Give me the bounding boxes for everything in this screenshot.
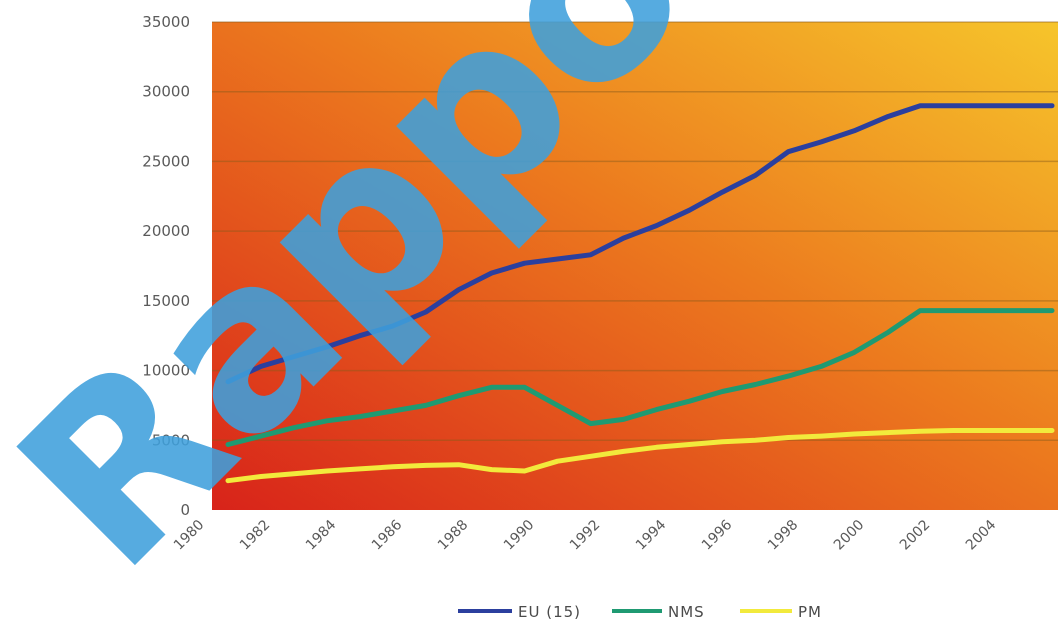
- x-tick-label: 1984: [303, 517, 340, 554]
- x-tick-label: 1986: [369, 517, 406, 554]
- plot-area: [212, 22, 1058, 510]
- y-tick-label: 15000: [142, 292, 190, 310]
- x-tick-label: 2004: [963, 517, 1000, 554]
- x-tick-label: 1994: [633, 517, 670, 554]
- y-tick-label: 25000: [142, 152, 190, 170]
- x-tick-label: 1998: [765, 517, 802, 554]
- x-axis-ticks: 1980 1982 1984 1986 1988 1990 1992 1994 1996 1998…: [171, 517, 1000, 554]
- series-line-eu-15: [225, 103, 1055, 385]
- series-line-pm: [225, 428, 1055, 484]
- gridlines: [212, 21, 1058, 442]
- x-tick-label: 1990: [501, 517, 538, 554]
- y-tick-label: 20000: [142, 222, 190, 240]
- series-lines: [225, 103, 1055, 484]
- legend-label-eu-15: EU (15): [518, 603, 581, 621]
- y-tick-label: 0: [180, 501, 190, 519]
- x-tick-label: 1988: [435, 517, 472, 554]
- x-tick-label: 1992: [567, 517, 604, 554]
- y-tick-label: 30000: [142, 83, 190, 101]
- legend-label-nms: NMS: [668, 603, 705, 621]
- y-tick-label: 10000: [142, 362, 190, 380]
- legend: EU (15) NMS PM: [458, 603, 822, 621]
- y-tick-label: 5000: [152, 431, 190, 449]
- y-tick-label: 35000: [142, 13, 190, 31]
- legend-label-pm: PM: [798, 603, 822, 621]
- y-axis-ticks: 0 5000 10000 15000 20000 25000 30000 35000: [142, 13, 190, 519]
- x-tick-label: 2002: [897, 517, 934, 554]
- series-line-nms: [225, 308, 1055, 447]
- x-tick-label: 1996: [699, 517, 736, 554]
- x-tick-label: 2000: [831, 517, 868, 554]
